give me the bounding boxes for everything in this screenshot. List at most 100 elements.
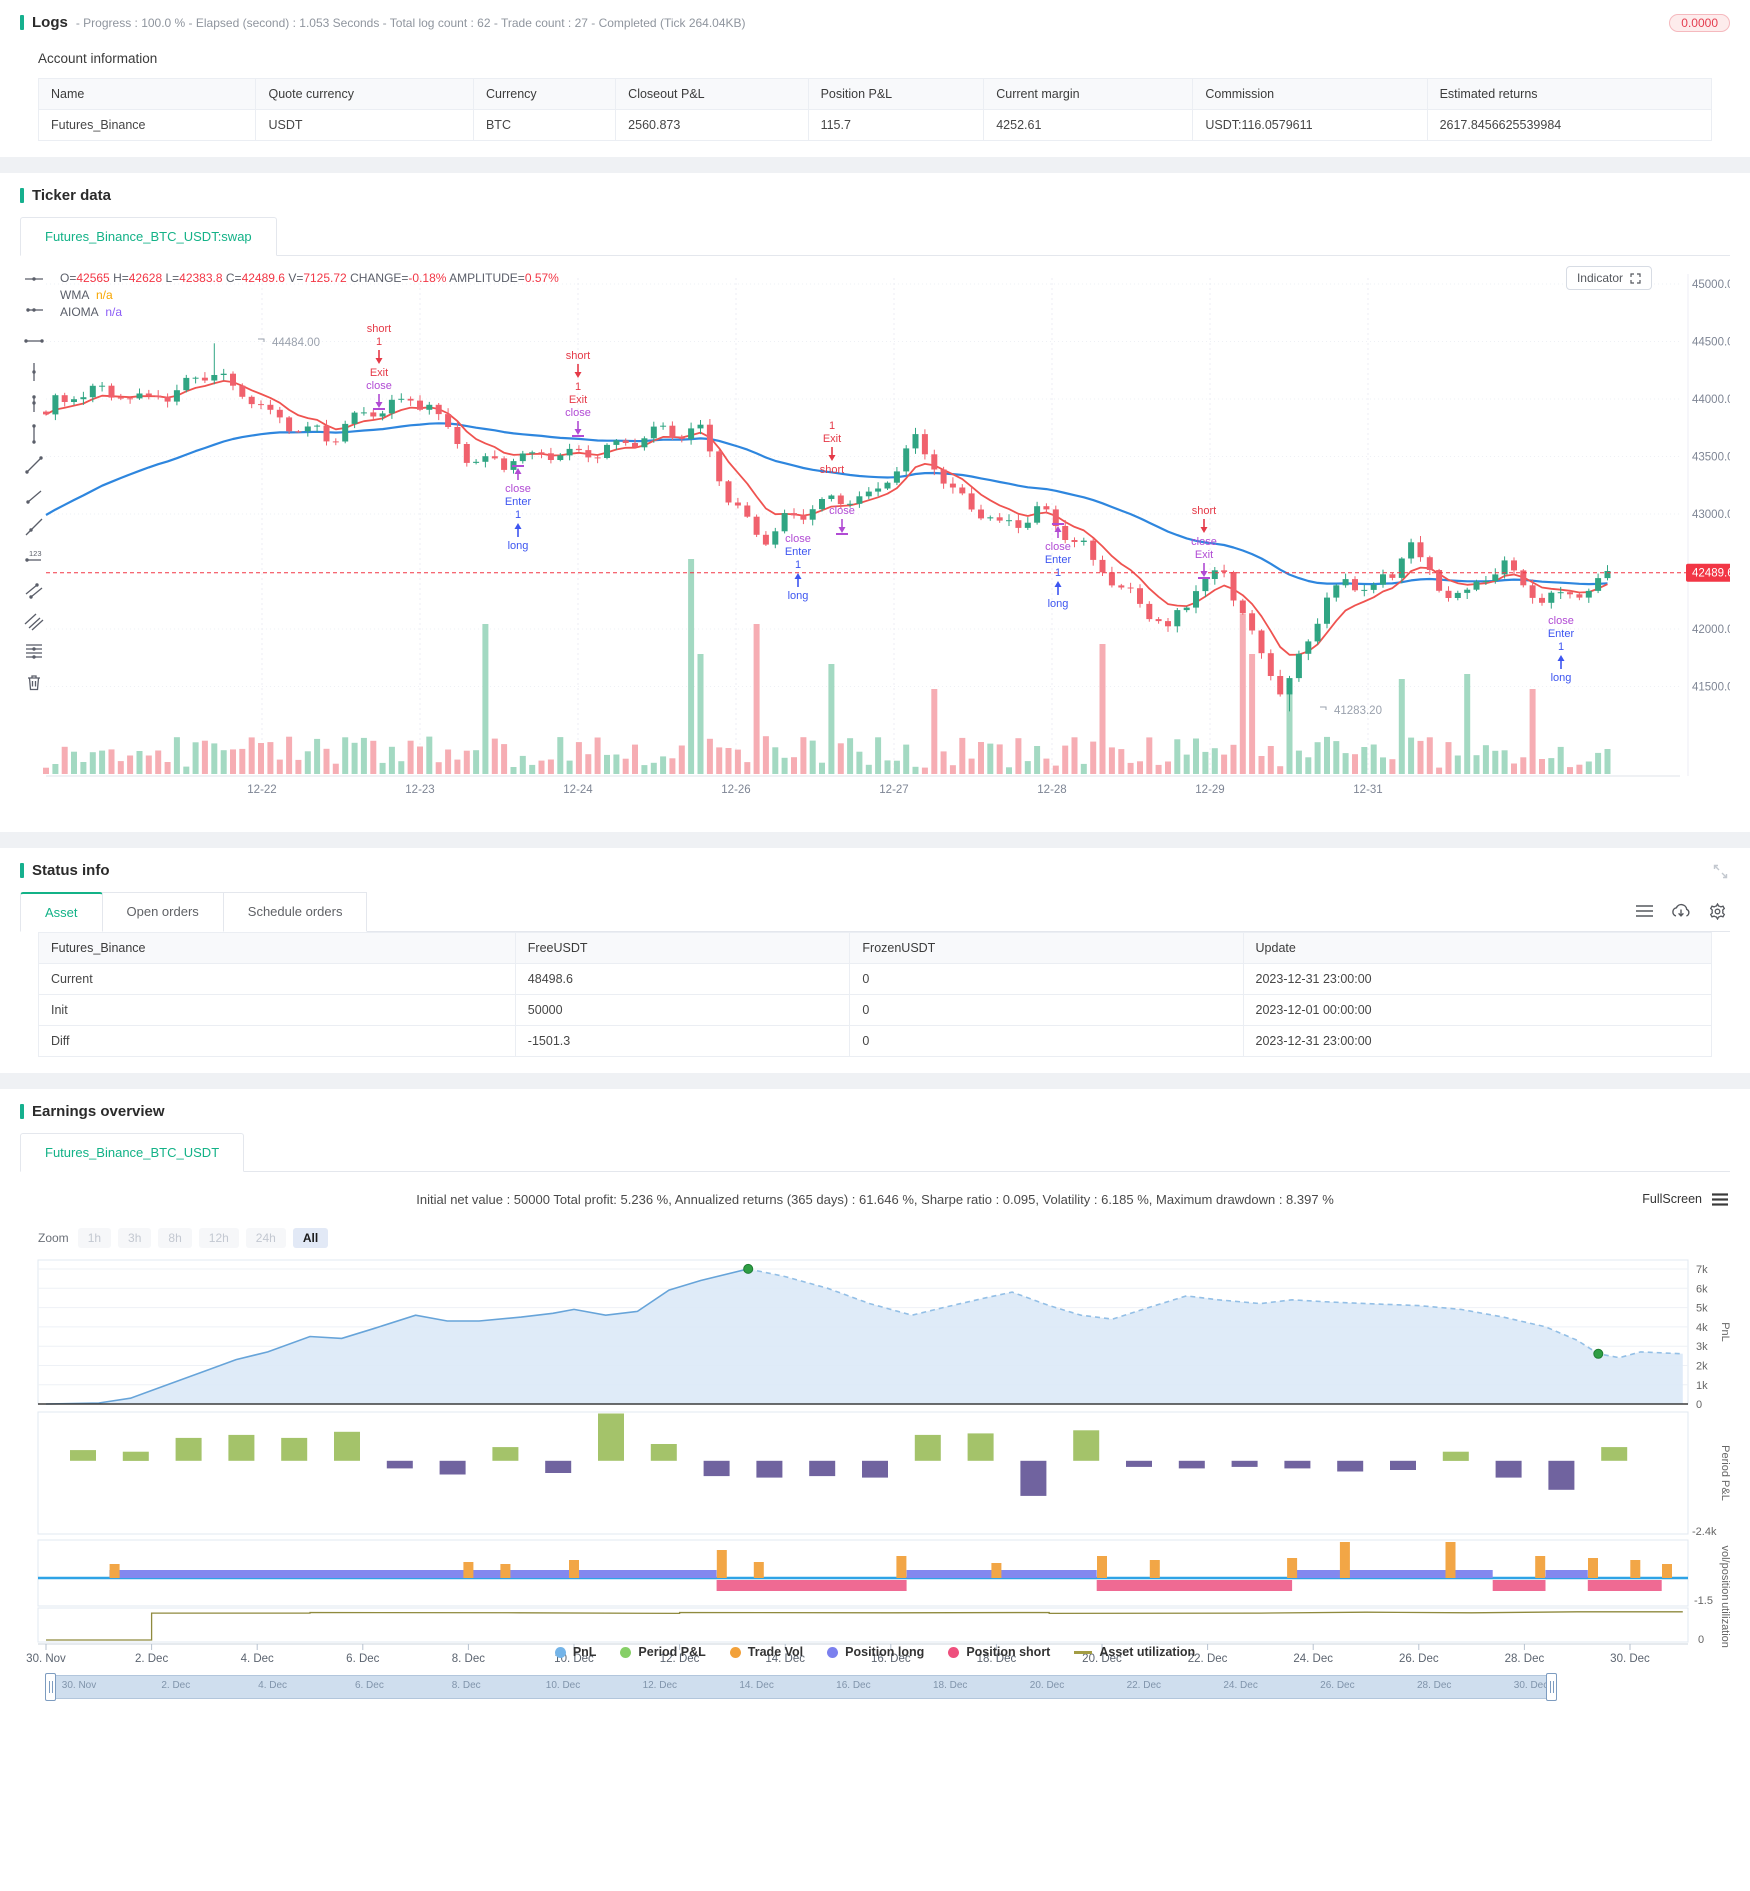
svg-text:28. Dec: 28. Dec [1505, 1653, 1545, 1665]
svg-text:44000.00: 44000.00 [1692, 394, 1730, 406]
asset-row-init: Init 50000 0 2023-12-01 00:00:00 [38, 994, 1713, 1026]
navigator-label: 6. Dec [354, 1680, 384, 1691]
svg-text:Exit: Exit [370, 367, 388, 379]
svg-text:24. Dec: 24. Dec [1293, 1653, 1333, 1665]
tab-open-orders[interactable]: Open orders [101, 892, 224, 932]
price-note-icon[interactable]: 123 [23, 547, 45, 569]
svg-text:1k: 1k [1696, 1380, 1708, 1392]
zoom-12h[interactable]: 12h [198, 1228, 239, 1248]
tab-earnings-symbol[interactable]: Futures_Binance_BTC_USDT [20, 1133, 245, 1172]
volume-value: 7125.72 [303, 271, 347, 285]
extended-line-icon[interactable] [23, 516, 45, 538]
diff-update: 2023-12-31 23:00:00 [1242, 1025, 1713, 1057]
fullscreen-button[interactable]: FullScreen [1642, 1192, 1702, 1206]
cloud-download-icon[interactable] [1671, 903, 1691, 919]
legend-item-pnl[interactable]: PnL [554, 1645, 597, 1659]
tab-ticker-symbol[interactable]: Futures_Binance_BTC_USDT:swap [20, 217, 277, 256]
candlestick-chart-canvas[interactable]: 45000.00 44500.00 44000.00 43500.00 43000.00… [20, 264, 1730, 816]
zoom-24h[interactable]: 24h [245, 1228, 286, 1248]
svg-text:Enter: Enter [505, 496, 532, 508]
cell-quote-currency: USDT [255, 109, 474, 141]
expand-icon [1630, 272, 1641, 284]
zoom-3h[interactable]: 3h [118, 1228, 152, 1248]
vertical-line-icon[interactable] [23, 361, 45, 383]
svg-text:12-29: 12-29 [1195, 784, 1224, 796]
svg-text:12-27: 12-27 [879, 784, 908, 796]
chart-menu-icon[interactable] [1712, 1192, 1728, 1206]
column-header-commission: Commission [1192, 78, 1428, 110]
zoom-all[interactable]: All [292, 1228, 329, 1248]
svg-text:1: 1 [376, 336, 382, 348]
svg-text:12-28: 12-28 [1037, 784, 1066, 796]
range-navigator[interactable]: 30. Nov 2. Dec 4. Dec 6. Dec 8. Dec 10. Dec 12… [45, 1673, 1557, 1701]
svg-text:close: close [366, 380, 392, 392]
drawing-toolbar: 123 [20, 268, 47, 693]
svg-text:1: 1 [829, 420, 835, 432]
legend-dot [948, 1646, 960, 1658]
vertical-segment-icon[interactable] [23, 423, 45, 445]
current-link[interactable]: Current [38, 963, 516, 995]
legend-item-trade-vol[interactable]: Trade Vol [729, 1645, 803, 1659]
legend-label: PnL [572, 1645, 597, 1659]
parallel-channel-icon[interactable] [23, 609, 45, 631]
svg-text:4k: 4k [1696, 1322, 1708, 1334]
wma-label: WMA [60, 288, 90, 302]
cell-currency: BTC [472, 109, 617, 141]
indicator-label: Indicator [1576, 271, 1623, 285]
svg-text:6. Dec: 6. Dec [346, 1653, 379, 1665]
legend-item-period-p-l[interactable]: Period P&L [620, 1645, 706, 1659]
legend-item-asset-utilization[interactable]: Asset utilization [1074, 1645, 1195, 1659]
horizontal-ray-icon[interactable] [23, 299, 45, 321]
vertical-ray-icon[interactable] [23, 392, 45, 414]
init-free: 50000 [514, 994, 851, 1026]
zoom-8h[interactable]: 8h [158, 1228, 192, 1248]
trend-line-icon[interactable] [23, 454, 45, 476]
tab-asset[interactable]: Asset [20, 892, 103, 932]
svg-text:short: short [367, 323, 391, 335]
legend-item-position-short[interactable]: Position short [948, 1645, 1050, 1659]
gear-icon[interactable] [1709, 902, 1726, 920]
account-table-header: Name Quote currency Currency Closeout P&… [37, 78, 1713, 110]
ray-line-icon[interactable] [23, 485, 45, 507]
zoom-label: Zoom [38, 1231, 69, 1245]
lines-set-icon[interactable] [23, 640, 45, 662]
menu-lines-icon[interactable] [1636, 904, 1653, 918]
tab-schedule-orders[interactable]: Schedule orders [222, 892, 368, 932]
diff-frozen: 0 [849, 1025, 1244, 1057]
parallel-lines-icon[interactable] [23, 578, 45, 600]
high-value: 42628 [128, 271, 163, 285]
svg-text:41283.20: 41283.20 [1334, 705, 1382, 717]
delete-icon[interactable] [23, 671, 45, 693]
svg-text:45000.00: 45000.00 [1692, 279, 1730, 291]
earnings-chart-canvas[interactable]: 7k 6k 5k 4k 3k 2k 1k 0 -2.4k -1.5 0 PnL Period P&L vo… [20, 1252, 1731, 1666]
open-value: 42565 [76, 271, 110, 285]
zoom-1h[interactable]: 1h [77, 1228, 112, 1248]
svg-text:0: 0 [1696, 1399, 1702, 1411]
horizontal-line-icon[interactable] [23, 268, 45, 290]
svg-text:12-31: 12-31 [1353, 784, 1382, 796]
horizontal-segment-icon[interactable] [23, 330, 45, 352]
legend-label: Period P&L [638, 1645, 706, 1659]
svg-text:-2.4k: -2.4k [1692, 1526, 1717, 1538]
svg-text:26. Dec: 26. Dec [1399, 1653, 1439, 1665]
cell-closeout-pnl: 2560.873 [615, 109, 809, 141]
navigator-right-handle[interactable] [1546, 1673, 1557, 1701]
svg-text:12-26: 12-26 [721, 784, 750, 796]
legend-item-position-long[interactable]: Position long [827, 1645, 924, 1659]
svg-text:41500.00: 41500.00 [1692, 682, 1730, 694]
logs-section: Logs - Progress : 100.0 % - Elapsed (sec… [0, 0, 1750, 157]
column-header-account: Futures_Binance [38, 932, 516, 964]
column-header-currency: Currency [472, 78, 617, 110]
svg-text:Exit: Exit [1195, 549, 1213, 561]
svg-text:close: close [1548, 615, 1574, 627]
earnings-tabs: Futures_Binance_BTC_USDT [20, 1132, 1730, 1172]
indicator-button[interactable]: Indicator [1565, 266, 1652, 290]
account-table-row: Futures_Binance USDT BTC 2560.873 115.7 … [37, 109, 1713, 141]
svg-text:20. Dec: 20. Dec [1082, 1653, 1122, 1665]
svg-text:Enter: Enter [1045, 554, 1072, 566]
collapse-icon[interactable] [1713, 864, 1728, 879]
ticker-section: Ticker data Futures_Binance_BTC_USDT:swa… [0, 173, 1750, 832]
svg-text:5k: 5k [1696, 1303, 1708, 1315]
navigator-left-handle[interactable] [45, 1673, 56, 1701]
account-table: Name Quote currency Currency Closeout P&… [37, 78, 1713, 141]
